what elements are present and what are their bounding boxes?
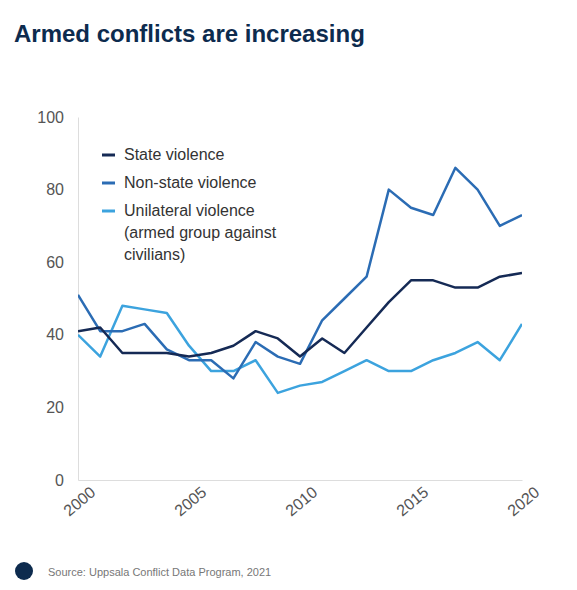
- y-tick: 100: [37, 109, 78, 126]
- legend-label: State violence: [124, 146, 225, 163]
- plot: 0 20 40 60 80 100 2000 2005 2010 2015 2020: [37, 109, 542, 520]
- legend-swatch: [102, 182, 115, 185]
- y-tick: 20: [46, 399, 78, 416]
- title: Armed conflicts are increasing: [14, 20, 365, 47]
- lines: [78, 168, 522, 393]
- source: Source: Uppsala Conflict Data Program, 2…: [48, 566, 271, 578]
- y-tick: 0: [55, 472, 78, 489]
- chart: Armed conflicts are increasing 0 20 40 60 80 1…: [0, 0, 577, 590]
- y-tick: 80: [46, 181, 78, 198]
- series-line: [78, 168, 522, 379]
- series-line: [78, 273, 522, 356]
- x-tick-label: 2020: [504, 483, 542, 519]
- series-line: [78, 306, 522, 393]
- x-tick: 2015: [393, 480, 431, 519]
- x-tick-label: 2005: [171, 483, 209, 519]
- legend-label: Unilateral violence(armed group againstc…: [124, 202, 277, 263]
- y-tick-label: 80: [46, 181, 64, 198]
- x-tick-label: 2000: [60, 483, 98, 519]
- legend-label: Non-state violence: [124, 174, 257, 191]
- x-tick: 2020: [504, 480, 542, 519]
- x-axis-line: [79, 480, 523, 481]
- legend: State violence Non-state violence Unilater…: [102, 146, 277, 263]
- y-tick-label: 40: [46, 326, 64, 343]
- legend-swatch: [102, 154, 115, 157]
- y-tick-label: 100: [37, 109, 64, 126]
- x-tick-label: 2010: [282, 483, 320, 519]
- y-tick-label: 0: [55, 472, 64, 489]
- y-tick-label: 60: [46, 254, 64, 271]
- logo: [15, 562, 33, 580]
- y-axis-line: [78, 118, 79, 481]
- x-tick: 2010: [282, 480, 320, 519]
- x-tick-label: 2015: [393, 483, 431, 519]
- x-tick: 2000: [60, 480, 98, 519]
- y-tick: 40: [46, 326, 78, 343]
- y-tick: 60: [46, 254, 78, 271]
- x-tick: 2005: [171, 480, 209, 519]
- x-axis: 2000 2005 2010 2015 2020: [60, 480, 542, 519]
- y-tick-label: 20: [46, 399, 64, 416]
- y-axis: 0 20 40 60 80 100: [37, 109, 78, 489]
- legend-swatch: [102, 210, 115, 213]
